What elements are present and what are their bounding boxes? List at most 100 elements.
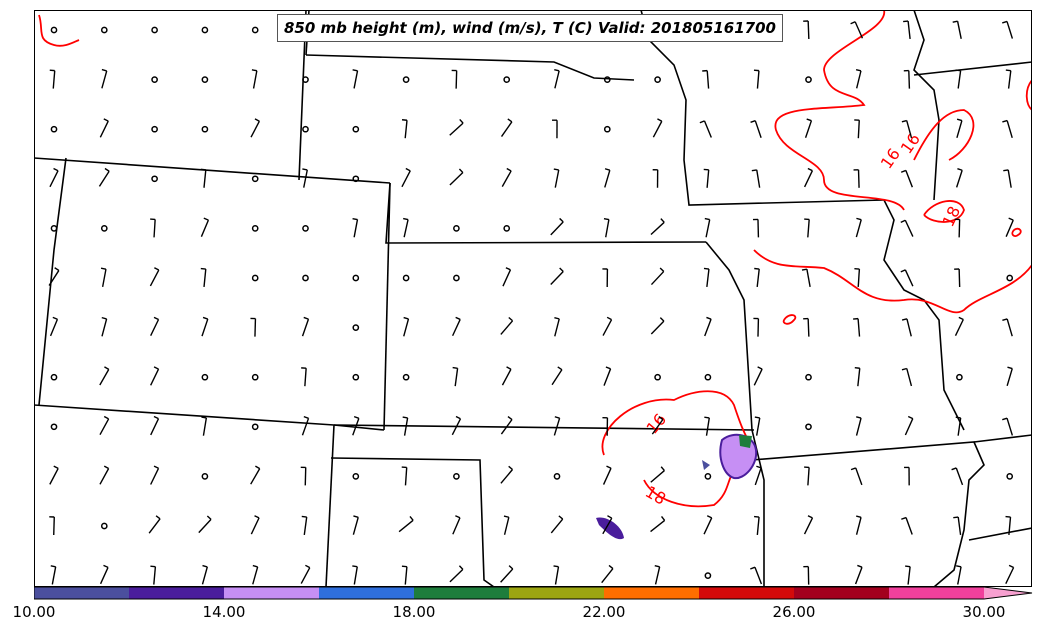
calm-station-marker — [201, 76, 209, 83]
wind-barb — [803, 565, 810, 585]
calm-station-marker — [603, 125, 611, 133]
colorbar-extend-arrow — [984, 587, 1032, 599]
calm-station-marker — [251, 175, 259, 183]
colorbar-cell — [699, 587, 794, 599]
colorbar-cell — [414, 587, 509, 599]
wind-barb — [1002, 119, 1013, 139]
calm-station-marker — [1006, 274, 1014, 282]
wind-barb — [403, 316, 410, 337]
colorbar-tick-label: 10.00 — [12, 603, 56, 621]
wind-barb — [150, 465, 160, 485]
wind-barb — [901, 367, 913, 387]
calm-station-marker — [704, 572, 712, 579]
wind-barb — [352, 69, 359, 89]
wind-barb — [449, 565, 464, 583]
isotherm-nw-corner — [38, 14, 80, 47]
calm-station-marker — [151, 76, 158, 83]
colorbar-cell — [604, 587, 699, 599]
wind-barb — [352, 565, 358, 585]
isotherm-small-ring-1 — [782, 314, 797, 325]
wind-barb — [602, 515, 613, 535]
wind-barb — [401, 466, 408, 486]
wind-barb — [500, 416, 513, 435]
wind-barb — [101, 316, 108, 337]
wind-barb — [302, 168, 308, 188]
wind-barb — [49, 465, 59, 485]
wind-barb — [300, 466, 307, 486]
boundary-montana-wyoming-south — [34, 157, 391, 184]
calm-station-marker — [805, 423, 812, 431]
wind-barb — [550, 267, 564, 285]
wind-barb — [101, 68, 108, 89]
wind-barb — [901, 516, 913, 535]
wind-barb — [652, 118, 663, 138]
wind-barb-layer — [48, 19, 1015, 585]
calm-station-marker — [100, 26, 108, 34]
calm-station-marker — [50, 225, 58, 232]
wind-barb — [702, 69, 710, 89]
colorbar-cells — [34, 587, 1033, 600]
wind-barb — [198, 515, 212, 534]
state-boundaries — [34, 10, 1032, 587]
wind-barb — [502, 267, 512, 287]
wind-barb — [48, 267, 60, 286]
boundary-missouri-south — [751, 441, 985, 587]
map-title: 850 mb height (m), wind (m/s), T (C) Val… — [277, 14, 783, 42]
wind-barb — [754, 515, 760, 536]
map-border — [34, 10, 1032, 587]
wind-barb — [855, 515, 862, 535]
wind-barb — [1005, 515, 1012, 536]
wind-barb — [552, 119, 558, 139]
boundary-utah-east — [38, 157, 67, 406]
boundary-wisconsin-south — [913, 61, 1032, 76]
wind-barb — [650, 267, 665, 286]
wind-barb — [402, 416, 409, 436]
isotherm-18-south — [753, 249, 1032, 314]
isotherm-label-group: 16 16 16 18 18 — [642, 130, 964, 509]
wind-barb — [804, 118, 813, 138]
wind-barb — [855, 217, 862, 238]
wind-barb — [503, 515, 510, 535]
calm-station-marker — [654, 373, 661, 381]
wind-barb — [753, 69, 760, 89]
wind-barb — [850, 467, 863, 486]
boundary-kansas-east — [705, 241, 753, 431]
boundary-illinois-east — [913, 10, 940, 201]
wind-barb — [699, 120, 712, 138]
calm-station-marker — [251, 26, 259, 34]
boundary-south-dakota-south — [305, 54, 635, 81]
boundary-oklahoma-north-panhandle — [330, 457, 495, 587]
calm-station-marker — [453, 225, 460, 232]
wind-barb — [956, 565, 962, 585]
wind-barb — [604, 168, 611, 188]
wind-barb — [904, 466, 910, 486]
calm-station-marker — [302, 274, 309, 282]
wind-barb — [804, 218, 810, 238]
colorbar-cell — [889, 587, 984, 599]
wind-barb — [49, 69, 56, 89]
shading-blob-small — [702, 460, 710, 470]
wind-barb — [750, 120, 762, 138]
calm-station-marker — [402, 373, 410, 381]
wind-barb — [803, 317, 810, 337]
wind-barb — [403, 217, 409, 238]
wind-barb — [901, 318, 912, 337]
wind-barb — [99, 465, 110, 485]
isotherm-label: 18 — [642, 482, 669, 509]
wind-barb — [854, 267, 861, 288]
calm-station-marker — [1006, 473, 1014, 480]
wind-barb — [150, 565, 157, 585]
wind-barb — [855, 68, 862, 89]
calm-station-marker — [503, 76, 511, 83]
colorbar-cell — [129, 587, 224, 599]
wind-barb — [954, 268, 961, 288]
wind-barb — [904, 415, 914, 436]
wind-barb — [1002, 20, 1014, 39]
wind-barb — [754, 267, 760, 288]
wind-barb — [49, 516, 55, 536]
wind-barb — [201, 316, 209, 337]
calm-station-marker — [805, 76, 812, 83]
isotherm-16-right-edge — [1025, 79, 1032, 111]
wind-barb — [651, 416, 664, 435]
wind-barb — [201, 416, 208, 436]
